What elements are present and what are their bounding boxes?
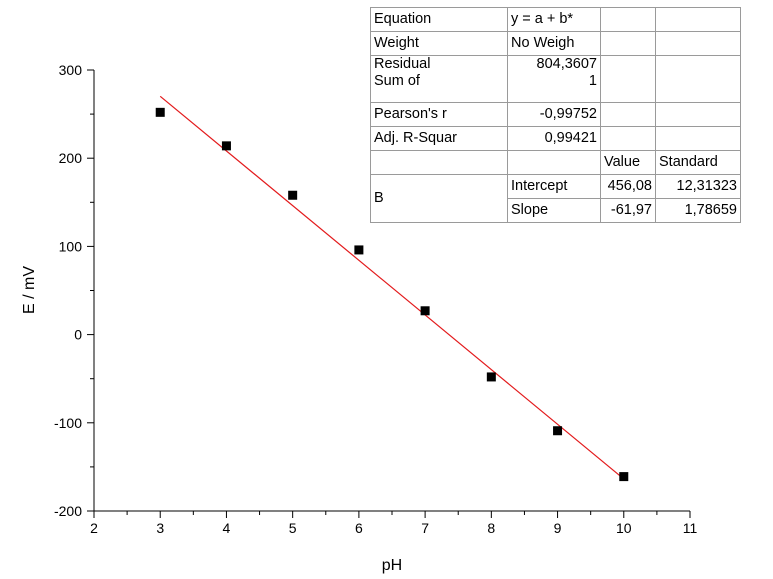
x-tick-label: 6 bbox=[355, 520, 363, 536]
table-row: Residual Sum of 804,3607 1 bbox=[370, 55, 741, 103]
table-row: Value Standard bbox=[370, 150, 741, 175]
rss-label-line-1: Residual bbox=[374, 56, 431, 73]
empty-cell bbox=[600, 55, 656, 103]
x-tick-label: 8 bbox=[487, 520, 495, 536]
equation-label: Equation bbox=[370, 7, 508, 32]
data-point bbox=[486, 372, 496, 382]
y-tick-label: 100 bbox=[59, 238, 83, 254]
rss-label: Residual Sum of bbox=[370, 55, 508, 103]
rss-value-line-1: 804,3607 bbox=[536, 56, 597, 73]
slope-error: 1,78659 bbox=[655, 198, 741, 223]
linear-fit-line bbox=[159, 95, 625, 480]
parameter-group-label: B bbox=[370, 174, 508, 223]
x-tick-label: 11 bbox=[683, 520, 698, 536]
data-point bbox=[553, 426, 563, 436]
table-row: Slope -61,97 1,78659 bbox=[371, 198, 741, 223]
empty-cell bbox=[600, 102, 656, 127]
equation-value: y = a + b* bbox=[507, 7, 601, 32]
table-row: B Intercept 456,08 12,31323 bbox=[370, 174, 741, 223]
table-row: Adj. R-Squar 0,99421 bbox=[370, 126, 741, 151]
y-tick-label: -200 bbox=[54, 503, 82, 519]
y-tick-label: 0 bbox=[74, 327, 82, 343]
x-tick-label: 5 bbox=[289, 520, 297, 536]
empty-cell bbox=[600, 126, 656, 151]
x-tick-label: 3 bbox=[156, 520, 164, 536]
data-point bbox=[221, 141, 231, 151]
data-point bbox=[420, 306, 430, 316]
empty-cell bbox=[507, 150, 601, 175]
empty-cell bbox=[655, 55, 741, 103]
weight-label: Weight bbox=[370, 31, 508, 56]
table-row: Weight No Weigh bbox=[370, 31, 741, 56]
weight-value: No Weigh bbox=[507, 31, 601, 56]
pearson-label: Pearson's r bbox=[370, 102, 508, 127]
y-tick-label: 200 bbox=[59, 150, 83, 166]
standard-error-header: Standard bbox=[655, 150, 741, 175]
empty-cell bbox=[655, 7, 741, 32]
empty-cell bbox=[655, 31, 741, 56]
empty-cell bbox=[600, 7, 656, 32]
data-point bbox=[288, 190, 298, 200]
x-tick-label: 9 bbox=[554, 520, 562, 536]
empty-cell bbox=[655, 102, 741, 127]
table-row: Pearson's r -0,99752 bbox=[370, 102, 741, 127]
x-tick-label: 4 bbox=[223, 520, 231, 536]
intercept-error: 12,31323 bbox=[655, 174, 741, 199]
fit-results-table: Equation y = a + b* Weight No Weigh Resi… bbox=[370, 7, 741, 223]
data-point bbox=[354, 245, 364, 255]
rss-label-line-2: Sum of bbox=[374, 73, 420, 89]
table-row: Equation y = a + b* bbox=[370, 7, 741, 32]
intercept-value: 456,08 bbox=[600, 174, 656, 199]
x-tick-label: 7 bbox=[421, 520, 429, 536]
value-header: Value bbox=[600, 150, 656, 175]
empty-cell bbox=[600, 31, 656, 56]
intercept-label: Intercept bbox=[507, 174, 601, 199]
x-tick-label: 10 bbox=[616, 520, 632, 536]
data-point bbox=[155, 107, 165, 117]
y-tick-label: 300 bbox=[59, 62, 83, 78]
slope-label: Slope bbox=[507, 198, 601, 223]
x-axis-title: pH bbox=[382, 557, 402, 574]
rss-value-line-2: 1 bbox=[588, 73, 597, 89]
pearson-value: -0,99752 bbox=[507, 102, 601, 127]
slope-value: -61,97 bbox=[600, 198, 656, 223]
adj-r-square-label: Adj. R-Squar bbox=[370, 126, 508, 151]
rss-value: 804,3607 1 bbox=[507, 55, 601, 103]
x-tick-label: 2 bbox=[90, 520, 98, 536]
empty-cell bbox=[655, 126, 741, 151]
adj-r-square-value: 0,99421 bbox=[507, 126, 601, 151]
plot-area: 2 3 4 5 6 7 8 9 10 11 -200 -100 0 100 200 300 bbox=[54, 62, 698, 536]
y-tick-label: -100 bbox=[54, 415, 82, 431]
data-point bbox=[619, 472, 629, 482]
empty-cell bbox=[370, 150, 508, 175]
y-axis-title: E / mV bbox=[21, 266, 38, 314]
